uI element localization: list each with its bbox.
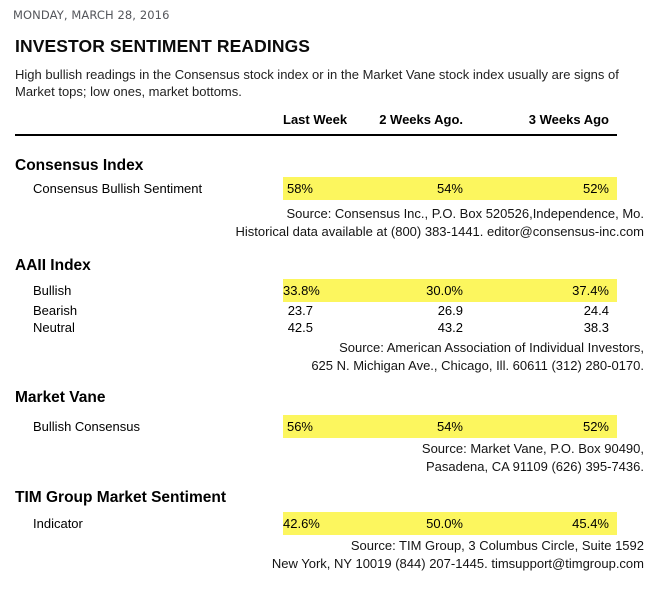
highlight-band: 58% 54% 52% (283, 177, 617, 200)
value-cell: 45.4% (572, 516, 609, 531)
source-line: Source: Consensus Inc., P.O. Box 520526,… (286, 206, 645, 221)
highlight-band: 56% 54% 52% (283, 415, 617, 438)
value-cell: 23.7 (287, 303, 313, 318)
page-description: High bullish readings in the Consensus s… (15, 67, 619, 99)
section-heading-aaii-index: AAII Index (15, 257, 91, 274)
value-cell: 56% (286, 419, 313, 434)
column-header-row: Last Week 2 Weeks Ago. 3 Weeks Ago (15, 113, 617, 127)
source-line: Source: TIM Group, 3 Columbus Circle, Su… (350, 538, 644, 553)
value-cell: 42.5 (287, 320, 313, 335)
page-title: INVESTOR SENTIMENT READINGS (15, 36, 311, 56)
source-line: Historical data available at (800) 383-1… (235, 224, 644, 239)
value-cell: 33.8% (283, 283, 320, 298)
section-heading-market-vane: Market Vane (15, 389, 106, 406)
highlight-band: 42.6% 50.0% 45.4% (283, 512, 617, 535)
source-line: New York, NY 10019 (844) 207-1445. timsu… (271, 556, 644, 571)
table-row: Bearish 23.7 26.9 24.4 (15, 302, 617, 319)
value-group: 42.5 43.2 38.3 (283, 319, 617, 336)
highlight-band: 33.8% 30.0% 37.4% (283, 279, 617, 302)
column-header-2-weeks-ago: 2 Weeks Ago. (379, 112, 463, 127)
source-line: 625 N. Michigan Ave., Chicago, Ill. 6061… (311, 358, 644, 373)
column-header-last-week: Last Week (283, 112, 348, 127)
value-cell: 58% (286, 181, 313, 196)
row-label: Bullish Consensus (33, 419, 140, 434)
row-label: Indicator (33, 516, 83, 531)
value-cell: 52% (582, 419, 609, 434)
column-header-group: Last Week 2 Weeks Ago. 3 Weeks Ago (283, 113, 617, 127)
section-heading-consensus-index: Consensus Index (15, 157, 144, 174)
value-cell: 37.4% (572, 283, 609, 298)
row-label: Bearish (33, 303, 78, 318)
table-row: Bullish 33.8% 30.0% 37.4% (15, 279, 617, 302)
value-cell: 54% (436, 181, 463, 196)
column-header-spacer (15, 113, 283, 127)
row-label: Bullish (33, 283, 72, 298)
value-cell: 50.0% (426, 516, 463, 531)
value-cell: 52% (582, 181, 609, 196)
table-row: Indicator 42.6% 50.0% 45.4% (15, 512, 617, 535)
column-header-3-weeks-ago: 3 Weeks Ago (528, 112, 609, 127)
date-line: MONDAY, MARCH 28, 2016 (13, 8, 170, 22)
value-cell: 43.2 (437, 320, 463, 335)
value-cell: 38.3 (583, 320, 609, 335)
source-line: Pasadena, CA 91109 (626) 395-7436. (425, 459, 644, 474)
value-cell: 42.6% (283, 516, 320, 531)
section-heading-tim-group: TIM Group Market Sentiment (15, 489, 226, 506)
value-cell: 30.0% (426, 283, 463, 298)
value-cell: 24.4 (583, 303, 609, 318)
value-group: 23.7 26.9 24.4 (283, 302, 617, 319)
header-divider (15, 134, 617, 136)
value-cell: 54% (436, 419, 463, 434)
value-cell: 26.9 (437, 303, 463, 318)
table-row: Neutral 42.5 43.2 38.3 (15, 319, 617, 336)
row-label: Neutral (33, 320, 75, 335)
table-row: Consensus Bullish Sentiment 58% 54% 52% (15, 177, 617, 200)
source-line: Source: American Association of Individu… (339, 340, 644, 355)
source-line: Source: Market Vane, P.O. Box 90490, (421, 441, 644, 456)
table-row: Bullish Consensus 56% 54% 52% (15, 415, 617, 438)
row-label: Consensus Bullish Sentiment (33, 181, 203, 196)
